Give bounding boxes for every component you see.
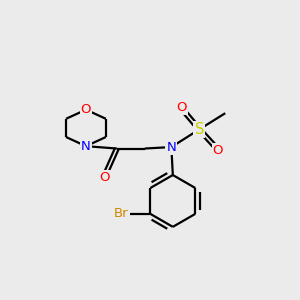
- Text: O: O: [99, 171, 110, 184]
- Text: N: N: [167, 141, 176, 154]
- Text: O: O: [176, 101, 187, 114]
- Text: O: O: [81, 103, 91, 116]
- Text: S: S: [195, 122, 204, 137]
- Text: N: N: [81, 140, 91, 153]
- Text: O: O: [213, 144, 223, 157]
- Text: Br: Br: [114, 207, 129, 220]
